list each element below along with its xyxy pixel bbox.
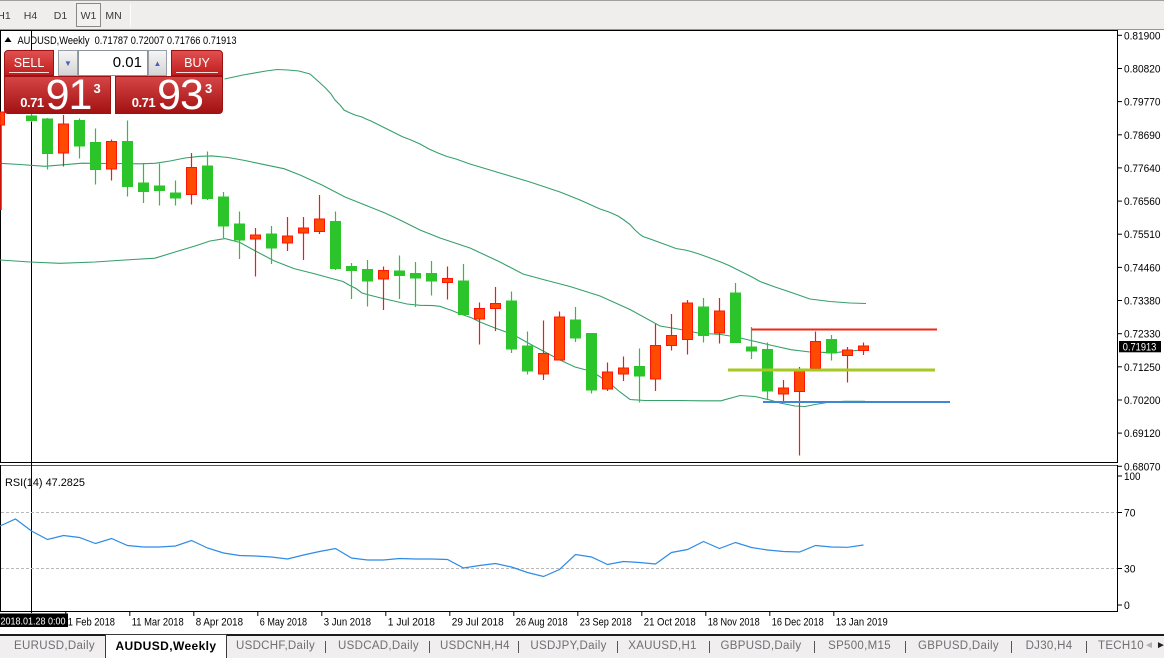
svg-text:RSI(14) 47.2825: RSI(14) 47.2825: [5, 477, 85, 489]
svg-text:18 Nov 2018: 18 Nov 2018: [708, 617, 760, 629]
svg-text:0.81900: 0.81900: [1124, 30, 1161, 42]
svg-text:0.73380: 0.73380: [1124, 296, 1161, 308]
svg-text:3 Jun 2018: 3 Jun 2018: [324, 617, 371, 629]
svg-text:16 Dec 2018: 16 Dec 2018: [772, 617, 824, 629]
svg-text:26 Aug 2018: 26 Aug 2018: [516, 617, 568, 629]
svg-text:11 Mar 2018: 11 Mar 2018: [132, 617, 184, 629]
svg-text:0.75510: 0.75510: [1124, 229, 1161, 241]
svg-text:0.69120: 0.69120: [1124, 428, 1161, 440]
svg-text:13 Jan 2019: 13 Jan 2019: [836, 617, 888, 629]
svg-text:70: 70: [1124, 508, 1136, 520]
svg-text:0.78690: 0.78690: [1124, 130, 1161, 142]
svg-text:0.74460: 0.74460: [1124, 262, 1161, 274]
svg-text:100: 100: [1124, 471, 1141, 483]
svg-text:8 Apr 2018: 8 Apr 2018: [196, 617, 243, 629]
svg-text:30: 30: [1124, 564, 1136, 576]
svg-text:AUDUSD,Weekly 0.71787 0.72007: AUDUSD,Weekly 0.71787 0.72007 0.71766 0.…: [18, 35, 237, 47]
svg-text:0: 0: [1124, 600, 1130, 612]
svg-text:0.70200: 0.70200: [1124, 395, 1161, 407]
svg-text:21 Oct 2018: 21 Oct 2018: [644, 617, 696, 629]
svg-text:0.77640: 0.77640: [1124, 163, 1161, 175]
svg-text:0.71913: 0.71913: [1123, 341, 1157, 353]
svg-text:0.71250: 0.71250: [1124, 362, 1161, 374]
svg-text:0.76560: 0.76560: [1124, 196, 1161, 208]
svg-text:0.72330: 0.72330: [1124, 329, 1161, 341]
svg-text:6 May 2018: 6 May 2018: [260, 617, 307, 629]
svg-text:0.68070: 0.68070: [1124, 461, 1161, 473]
svg-text:0.80820: 0.80820: [1124, 64, 1161, 76]
svg-text:1 Feb 2018: 1 Feb 2018: [68, 617, 115, 629]
svg-text:0.79770: 0.79770: [1124, 97, 1161, 109]
svg-text:1 Jul 2018: 1 Jul 2018: [388, 617, 435, 629]
svg-text:2018.01.28 0:00: 2018.01.28 0:00: [1, 616, 66, 628]
svg-text:23 Sep 2018: 23 Sep 2018: [580, 617, 632, 629]
svg-text:29 Jul 2018: 29 Jul 2018: [452, 617, 504, 629]
